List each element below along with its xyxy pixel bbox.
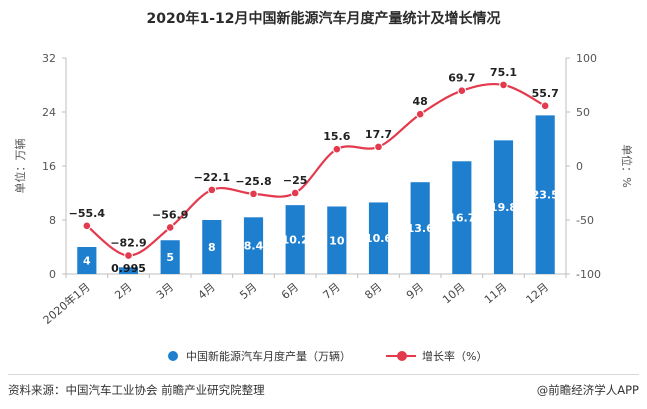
line-value-label: 17.7 [365,128,392,141]
line-point [499,80,508,90]
x-tick-label: 2月 [112,280,134,302]
x-tick-label: 5月 [237,280,259,302]
y-right-tick-label: -100 [576,268,601,281]
x-tick-label: 8月 [362,280,384,302]
line-value-label: 48 [413,95,428,108]
line-value-label: −25 [283,174,308,187]
line-value-label: −25.8 [235,175,271,188]
y-axis-left-label: 单位：万辆 [13,139,27,194]
line-point [415,109,425,119]
y-left-tick-label: 24 [42,106,56,119]
bar-value-label: 19.8 [490,201,517,214]
bar [535,115,555,274]
bar [493,140,514,274]
line-value-label: −56.9 [152,208,188,221]
y-right-tick-label: 100 [576,52,597,65]
x-tick-label: 12月 [524,280,552,306]
x-tick-label: 6月 [279,280,301,302]
x-tick-label: 3月 [154,280,176,302]
line-point [165,223,175,232]
bar-value-label: 23.5 [532,189,559,202]
y-left-tick-label: 16 [42,160,56,173]
bar [77,247,97,274]
y-axis-left-title: 单位：万辆 [13,139,27,194]
line-point [457,86,467,96]
x-tick-label: 2020年1月 [40,280,93,327]
line-value-label: −82.9 [110,237,146,250]
line-point [290,188,300,198]
bar [368,202,389,274]
footer-divider [8,374,639,375]
legend-line-swatch [386,351,416,361]
bar-value-label: 16.7 [448,212,475,225]
bar-value-label: 0.995 [111,262,146,275]
axes: 0 8 16 24 32 -100 -50 0 50 100 [42,52,601,281]
y-right-tick-label: 0 [576,160,583,173]
bar-value-label: 10 [329,234,345,247]
legend-label-growth: 增长率（%） [422,350,488,363]
y-axis-right-label: 单位：% [620,144,634,187]
bar-value-label: 13.6 [407,222,434,235]
x-tick-label: 4月 [196,280,218,302]
y-left-tick-label: 8 [49,214,56,227]
bar-value-label: 4 [83,255,91,268]
brand-credit: @前瞻经济学人APP [536,383,639,397]
legend-bar-swatch [168,351,178,361]
source-note: 资料来源：中国汽车工业协会 前瞻产业研究院整理 [8,383,265,397]
bar-value-label: 8.4 [244,240,264,253]
chart-title: 2020年1-12月中国新能源汽车月度产量统计及增长情况 [146,11,501,27]
x-tick-label: 7月 [321,280,343,302]
line-value-label: 15.6 [323,130,350,143]
y-axis-right-title: 单位：% [620,144,634,187]
bar [410,182,430,274]
bar-value-label: 10.6 [365,232,392,245]
y-right-tick-label: -50 [576,214,594,227]
legend-item-growth: 增长率（%） [386,348,487,364]
bar [327,206,347,274]
x-tick-labels: 2020年1月 2月 3月 4月 5月 6月 7月 8月 9月 10月 11月 12月 [40,280,551,327]
y-left-tick-label: 32 [42,52,56,65]
growth-line [86,82,546,257]
bar-value-label: 5 [166,251,174,264]
bar-labels: 4 0.995 5 8 8.4 10.2 10 10.6 13.6 16.7 19.8 23.5 [83,189,559,275]
y-left-tick-label: 0 [49,268,56,281]
x-tick-label: 10月 [440,280,468,306]
line-value-label: 69.7 [448,72,475,85]
bar [243,217,264,274]
legend-label-production: 中国新能源汽车月度产量（万辆） [186,350,351,363]
combo-chart: 单位：万辆 单位：% 0 8 16 24 32 -100 -50 0 50 100 4 0.995 5… [13,52,634,327]
line-value-label: −55.4 [69,207,106,220]
bar [202,220,222,274]
line-value-label: −22.1 [194,171,230,184]
line-value-label: 55.7 [532,87,559,100]
line-point [207,185,217,195]
line-point [124,251,133,260]
legend: 中国新能源汽车月度产量（万辆） 增长率（%） [0,348,647,364]
line-value-label: 75.1 [490,66,517,79]
bar [285,205,305,274]
y-right-tick-label: 50 [576,106,590,119]
line-point [332,144,342,154]
line-point [249,189,258,199]
bar [452,161,472,274]
line-point [540,101,550,111]
bar-value-label: 10.2 [282,234,309,247]
bar-series [77,115,555,274]
line-point [82,221,92,231]
legend-item-production: 中国新能源汽车月度产量（万辆） [168,348,351,364]
bar [160,240,180,274]
bar-value-label: 8 [208,241,216,254]
x-tick-label: 11月 [482,280,510,306]
x-tick-label: 9月 [404,280,426,302]
line-point [374,142,383,152]
line-series: −55.4 −82.9 −56.9 −22.1 −25.8 −25 15.6 17.7 48 69… [69,66,559,260]
bar [118,267,139,274]
